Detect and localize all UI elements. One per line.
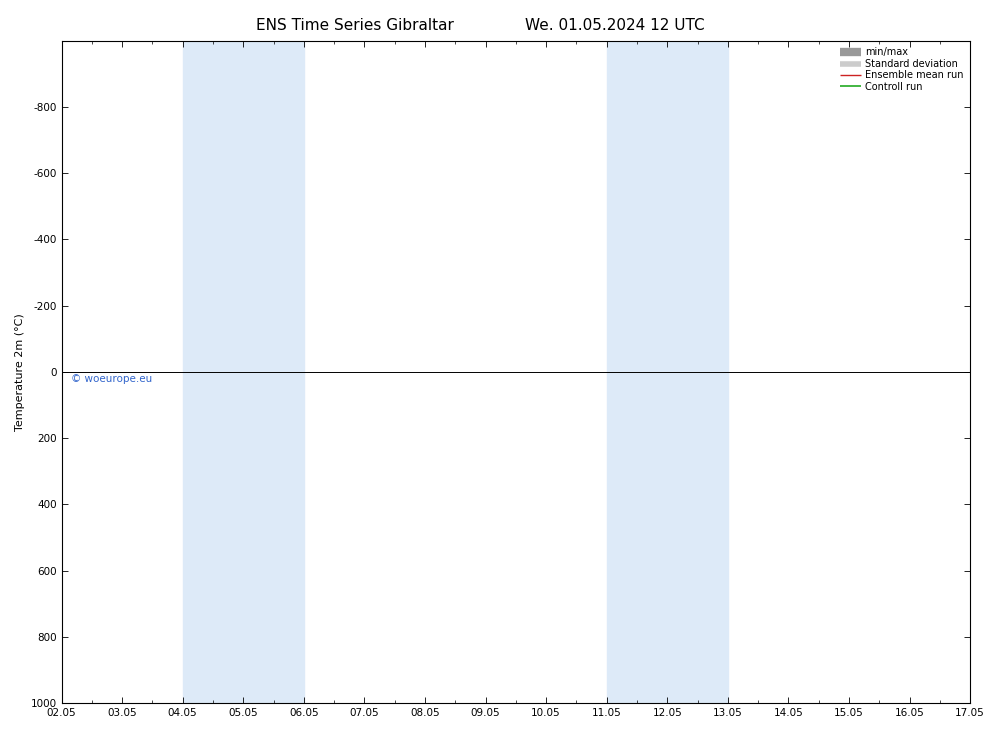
Y-axis label: Temperature 2m (°C): Temperature 2m (°C) <box>15 313 25 431</box>
Bar <box>607 40 667 703</box>
Bar <box>243 40 304 703</box>
Text: ENS Time Series Gibraltar: ENS Time Series Gibraltar <box>256 18 454 33</box>
Text: © woeurope.eu: © woeurope.eu <box>71 374 152 384</box>
Bar <box>183 40 243 703</box>
Text: We. 01.05.2024 12 UTC: We. 01.05.2024 12 UTC <box>525 18 705 33</box>
Bar <box>667 40 728 703</box>
Legend: min/max, Standard deviation, Ensemble mean run, Controll run: min/max, Standard deviation, Ensemble me… <box>838 45 965 94</box>
